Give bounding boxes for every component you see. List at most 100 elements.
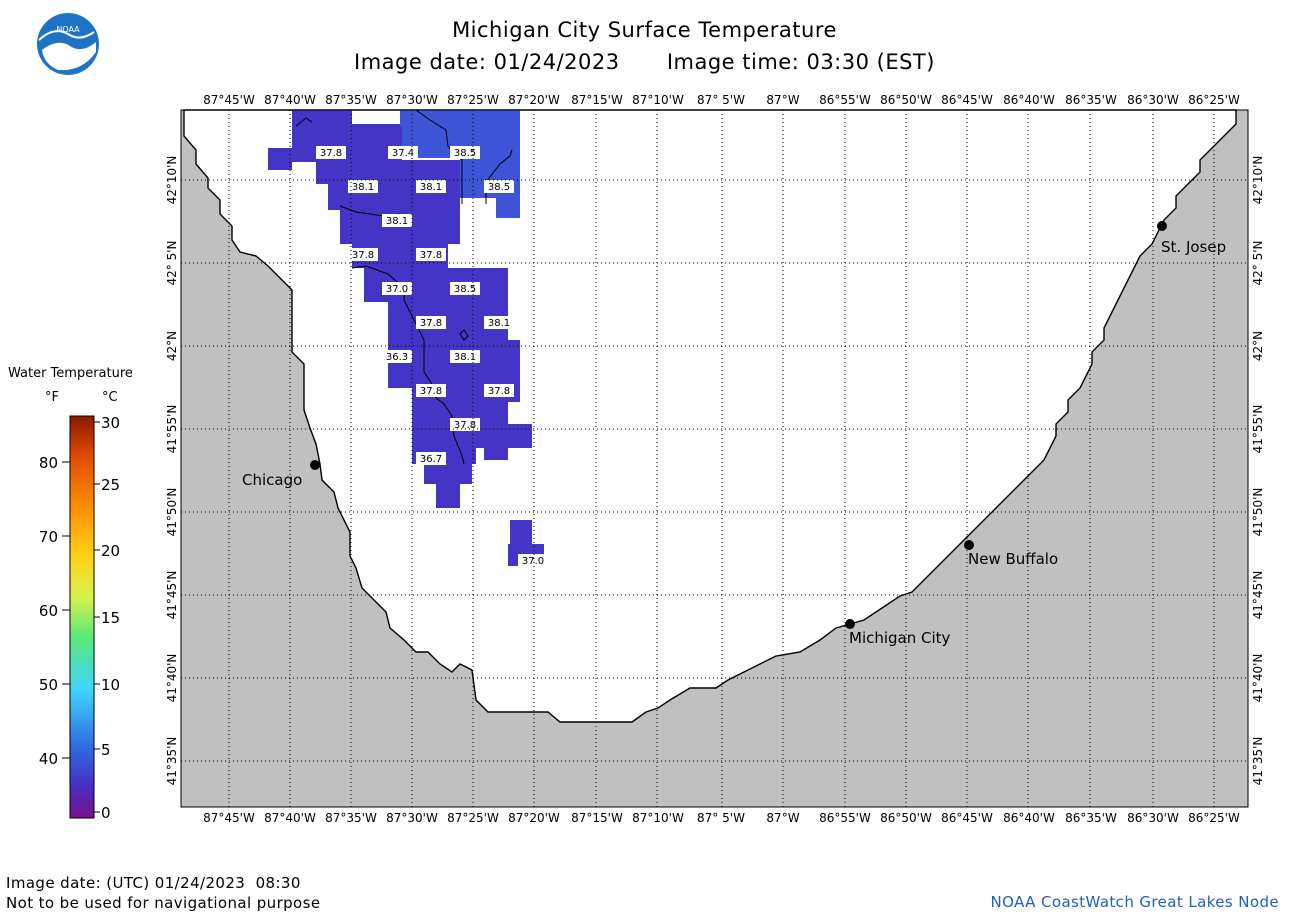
temp-label: 37.8 (420, 318, 442, 329)
svg-text:41°50'N: 41°50'N (1251, 488, 1265, 537)
svg-text:87°40'W: 87°40'W (264, 811, 316, 825)
temp-label: 36.3 (386, 352, 408, 363)
city-markers: Chicago St. Josep New Buffalo Michigan C… (242, 221, 1226, 647)
svg-text:42°10'N: 42°10'N (165, 156, 179, 205)
svg-text:87°35'W: 87°35'W (325, 811, 377, 825)
temp-label: 37.8 (454, 420, 476, 431)
legend-f-tick: 50 (39, 676, 58, 694)
svg-text:87°W: 87°W (766, 93, 799, 107)
svg-text:87°10'W: 87°10'W (632, 811, 684, 825)
temp-labels: 37.8 37.4 38.5 38.1 38.1 38.5 38.1 37.8 … (316, 146, 548, 567)
svg-text:86°40'W: 86°40'W (1003, 93, 1055, 107)
legend-c-tick: 0 (101, 804, 111, 822)
footer-utc-date: Image date: (UTC) 01/24/2023 08:30 (6, 874, 301, 892)
land-west (181, 110, 1248, 807)
colorbar-gradient (69, 415, 95, 819)
temp-label: 38.1 (488, 318, 510, 329)
svg-text:86°55'W: 86°55'W (819, 93, 871, 107)
temp-label: 38.1 (420, 182, 442, 193)
temp-label: 37.0 (522, 556, 544, 567)
svg-text:87°35'W: 87°35'W (325, 93, 377, 107)
svg-text:86°35'W: 86°35'W (1065, 811, 1117, 825)
svg-text:41°35'N: 41°35'N (1251, 737, 1265, 786)
footer-credit: NOAA CoastWatch Great Lakes Node (990, 893, 1279, 911)
svg-text:86°45'W: 86°45'W (941, 93, 993, 107)
legend-c-tick: 30 (101, 414, 120, 432)
image-date: Image date: 01/24/2023 (354, 50, 620, 74)
temp-label: 37.8 (420, 386, 442, 397)
svg-text:87° 5'W: 87° 5'W (697, 93, 745, 107)
temp-label: 38.5 (488, 182, 510, 193)
svg-text:87°45'W: 87°45'W (203, 93, 255, 107)
temp-label: 38.1 (352, 182, 374, 193)
svg-text:86°25'W: 86°25'W (1188, 93, 1240, 107)
temp-label: 38.5 (454, 284, 476, 295)
svg-text:41°35'N: 41°35'N (165, 737, 179, 786)
michigan-city-marker (845, 619, 855, 629)
map-title: Michigan City Surface Temperature (452, 18, 837, 42)
temp-label: 37.4 (392, 148, 414, 159)
new-buffalo-marker (964, 540, 974, 550)
svg-text:87° 5'W: 87° 5'W (697, 811, 745, 825)
temp-label: 37.8 (488, 386, 510, 397)
svg-text:86°25'W: 86°25'W (1188, 811, 1240, 825)
svg-text:87°15'W: 87°15'W (571, 93, 623, 107)
svg-text:41°45'N: 41°45'N (165, 571, 179, 620)
image-time: Image time: 03:30 (EST) (666, 50, 935, 74)
svg-text:87°40'W: 87°40'W (264, 93, 316, 107)
temp-label: 38.5 (454, 148, 476, 159)
legend-unit-f: °F (45, 390, 59, 405)
legend-f-tick: 40 (39, 750, 58, 768)
longitude-labels: 87°45'W 87°40'W 87°35'W 87°30'W 87°25'W 87°… (203, 93, 1240, 825)
svg-text:41°40'N: 41°40'N (165, 654, 179, 703)
svg-text:87°W: 87°W (766, 811, 799, 825)
city-label: Chicago (242, 471, 302, 489)
latitude-labels: 42°10'N 42° 5'N 42°N 41°55'N 41°50'N 41°… (165, 156, 1265, 786)
legend-unit-c: °C (102, 390, 118, 405)
svg-text:42°N: 42°N (1251, 331, 1265, 361)
svg-text:41°55'N: 41°55'N (1251, 405, 1265, 454)
legend-f-tick: 70 (39, 528, 58, 546)
legend-c-tick: 10 (101, 676, 120, 694)
temp-label: 37.8 (420, 250, 442, 261)
legend-c-tick: 15 (101, 609, 120, 627)
legend-f-tick: 80 (39, 454, 58, 472)
svg-text:86°45'W: 86°45'W (941, 811, 993, 825)
temp-label: 38.1 (454, 352, 476, 363)
svg-text:87°30'W: 87°30'W (386, 811, 438, 825)
svg-text:86°40'W: 86°40'W (1003, 811, 1055, 825)
noaa-logo: NOAA (37, 13, 99, 75)
svg-text:41°50'N: 41°50'N (165, 488, 179, 537)
svg-text:41°40'N: 41°40'N (1251, 654, 1265, 703)
svg-text:87°15'W: 87°15'W (571, 811, 623, 825)
svg-text:42°10'N: 42°10'N (1251, 156, 1265, 205)
svg-text:86°35'W: 86°35'W (1065, 93, 1117, 107)
graticule (181, 110, 1248, 807)
temp-label: 37.8 (320, 148, 342, 159)
temp-label: 36.7 (420, 454, 442, 465)
svg-text:41°55'N: 41°55'N (165, 405, 179, 454)
legend-c-tick: 20 (101, 542, 120, 560)
svg-text:86°55'W: 86°55'W (819, 811, 871, 825)
city-label: St. Josep (1161, 238, 1226, 256)
footer-disclaimer: Not to be used for navigational purpose (6, 894, 321, 912)
svg-text:87°20'W: 87°20'W (508, 811, 560, 825)
map-subtitle: Image date: 01/24/2023 Image time: 03:30… (0, 50, 1289, 74)
legend-title: Water Temperature (8, 366, 133, 381)
svg-text:42° 5'N: 42° 5'N (165, 241, 179, 286)
city-label: Michigan City (849, 629, 951, 647)
svg-text:87°25'W: 87°25'W (447, 811, 499, 825)
legend-colorbar: 40 50 60 70 80 0 5 10 15 20 25 30 (39, 414, 120, 822)
map-frame (180, 109, 1249, 808)
svg-text:87°45'W: 87°45'W (203, 811, 255, 825)
legend-c-tick: 25 (101, 476, 120, 494)
svg-text:86°30'W: 86°30'W (1127, 811, 1179, 825)
temp-label: 38.1 (386, 216, 408, 227)
logo-text: NOAA (56, 25, 80, 34)
svg-text:86°50'W: 86°50'W (880, 93, 932, 107)
legend-f-tick: 60 (39, 602, 58, 620)
svg-text:41°45'N: 41°45'N (1251, 571, 1265, 620)
svg-text:87°25'W: 87°25'W (447, 93, 499, 107)
st-joseph-marker (1157, 221, 1167, 231)
